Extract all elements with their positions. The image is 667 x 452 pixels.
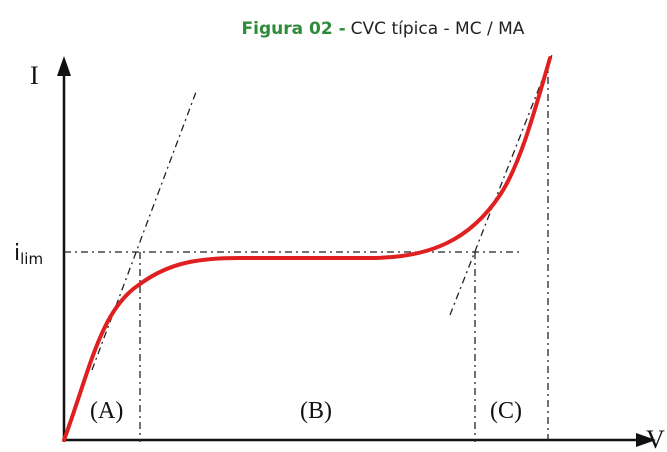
title-text: CVC típica - MC / MA bbox=[351, 19, 525, 39]
y-axis-label: I bbox=[30, 61, 39, 90]
x-axis-label: V bbox=[646, 425, 665, 452]
limit-symbol: i bbox=[14, 241, 20, 266]
limit-subscript: lim bbox=[20, 250, 43, 268]
limit-label: ilim bbox=[14, 241, 43, 268]
cvc-curve bbox=[62, 56, 552, 442]
title: Figura 02 - CVC típica - MC / MA bbox=[242, 19, 525, 39]
region-label: (A) bbox=[90, 398, 123, 424]
x-arrow bbox=[636, 433, 656, 447]
y-arrow bbox=[57, 56, 71, 76]
region-label: (B) bbox=[300, 398, 332, 424]
title-label: Figura 02 - bbox=[242, 19, 346, 39]
tangent-a bbox=[91, 91, 197, 371]
tangent-c bbox=[449, 54, 553, 316]
region-label: (C) bbox=[490, 398, 522, 424]
